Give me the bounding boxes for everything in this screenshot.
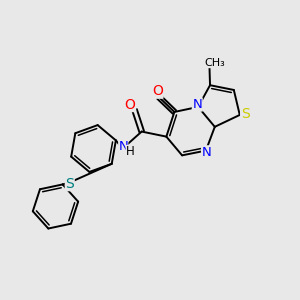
Text: N: N: [192, 98, 202, 111]
Text: O: O: [124, 98, 136, 112]
Text: H: H: [126, 145, 134, 158]
Text: N: N: [118, 140, 128, 153]
Text: N: N: [202, 146, 211, 159]
Text: CH₃: CH₃: [204, 58, 225, 68]
Text: O: O: [152, 84, 163, 98]
Text: S: S: [65, 177, 74, 190]
Text: S: S: [241, 107, 250, 121]
